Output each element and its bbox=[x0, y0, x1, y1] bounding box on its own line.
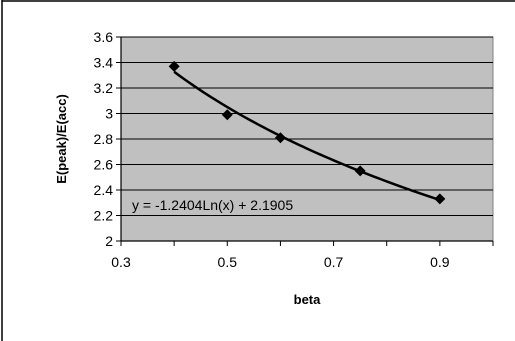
grid-lines bbox=[121, 36, 493, 216]
y-axis-label: E(peak)/E(acc) bbox=[54, 94, 69, 184]
y-tick-label: 3 bbox=[105, 106, 113, 122]
data-point bbox=[168, 60, 180, 72]
trendline bbox=[173, 70, 441, 202]
y-tick-label: 3.6 bbox=[94, 29, 114, 45]
y-tick-label: 3.4 bbox=[94, 55, 114, 71]
x-tick-label: 0.9 bbox=[430, 254, 450, 270]
y-axis-ticks: 2 2.2 2.4 2.6 2.8 3 3.2 3.4 3.6 bbox=[94, 29, 121, 249]
trendline-equation: y = -1.2404Ln(x) + 2.1905 bbox=[132, 197, 293, 213]
data-points bbox=[168, 60, 446, 205]
y-tick-label: 2.4 bbox=[94, 182, 114, 198]
x-axis-ticks: 0.3 0.5 0.7 0.9 bbox=[111, 241, 494, 270]
y-tick-label: 3.2 bbox=[94, 80, 114, 96]
y-tick-label: 2.6 bbox=[94, 157, 114, 173]
data-point bbox=[354, 165, 366, 177]
y-tick-label: 2.8 bbox=[94, 131, 114, 147]
y-tick-label: 2 bbox=[105, 233, 113, 249]
x-tick-label: 0.3 bbox=[111, 254, 131, 270]
data-point bbox=[434, 193, 446, 205]
data-point bbox=[221, 109, 233, 121]
x-axis-label: beta bbox=[294, 292, 322, 307]
x-tick-label: 0.5 bbox=[218, 254, 238, 270]
data-point bbox=[274, 132, 286, 144]
y-tick-label: 2.2 bbox=[94, 208, 114, 224]
x-tick-label: 0.7 bbox=[324, 254, 344, 270]
